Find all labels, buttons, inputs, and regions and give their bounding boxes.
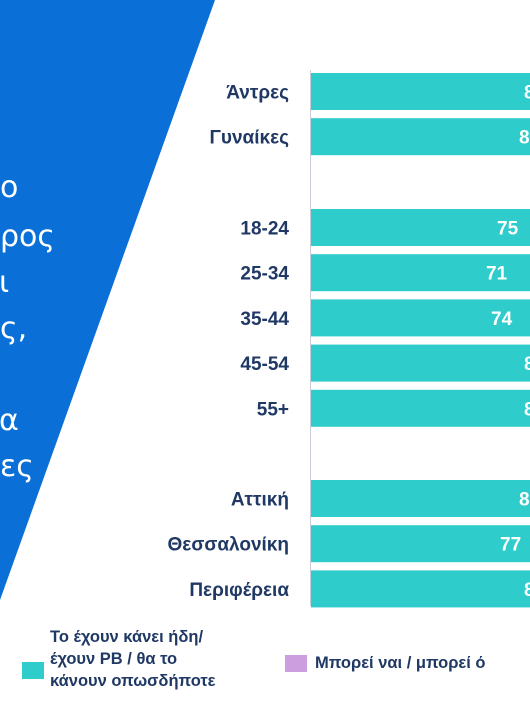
bar-teal — [311, 118, 530, 156]
bar-teal — [311, 344, 530, 382]
category-label: Αττική — [231, 490, 289, 511]
bar-value-label: 8 — [524, 83, 530, 104]
category-label: Άντρες — [226, 83, 289, 104]
bar-chart: Άντρες 8 Γυναίκες 81 18-24 75 25-34 71 35-44 74 45… — [168, 70, 530, 608]
bar-value-label: 8 — [524, 580, 530, 601]
bar-teal — [311, 73, 530, 110]
bar-value-label: 81 — [519, 490, 530, 511]
bar-value-label: 77 — [500, 535, 521, 556]
side-text-fragment: ρος — [0, 219, 56, 254]
bar-value-label: 8 — [524, 399, 530, 420]
legend-item-lilac: Μπορεί ναι / μπορεί ό — [285, 652, 486, 674]
side-text-fragment: ι — [0, 265, 10, 300]
legend-swatch-teal — [22, 661, 44, 679]
category-label: 55+ — [257, 399, 289, 420]
category-label: Γυναίκες — [210, 128, 290, 149]
category-label: 18-24 — [240, 219, 289, 240]
side-text-fragment: α — [0, 403, 19, 438]
category-label: 35-44 — [240, 309, 289, 330]
bar-teal — [311, 254, 530, 292]
bar-value-label: 74 — [491, 309, 513, 330]
legend-label-lilac: Μπορεί ναι / μπορεί ό — [315, 654, 486, 672]
bar-value-label: 8 — [524, 354, 530, 375]
side-text-fragment: ς, — [0, 311, 28, 346]
category-label: Θεσσαλονίκη — [168, 535, 289, 556]
bar-teal — [311, 209, 530, 246]
side-panel-shape — [0, 0, 215, 600]
bar-value-label: 75 — [497, 219, 519, 240]
category-label: 25-34 — [240, 264, 289, 285]
side-panel — [0, 0, 215, 600]
side-text-fragment: ες — [0, 449, 34, 484]
bar-value-label: 81 — [519, 128, 530, 149]
bar-teal — [311, 480, 530, 517]
bar-teal — [311, 570, 530, 608]
legend-swatch-lilac — [285, 654, 307, 672]
bar-teal — [311, 389, 530, 427]
legend-item-teal: Το έχουν κάνει ήδη/ έχουν PB / θα το κάν… — [22, 626, 216, 692]
bar-teal — [311, 299, 530, 337]
category-label: 45-54 — [240, 354, 289, 375]
bar-teal — [311, 525, 530, 563]
bar-value-label: 71 — [486, 264, 508, 285]
legend-label-teal: Το έχουν κάνει ήδη/ έχουν PB / θα το κάν… — [50, 628, 216, 690]
legend: Το έχουν κάνει ήδη/ έχουν PB / θα το κάν… — [0, 618, 530, 702]
category-label: Περιφέρεια — [189, 580, 289, 601]
side-text-fragment: ο — [0, 170, 19, 205]
